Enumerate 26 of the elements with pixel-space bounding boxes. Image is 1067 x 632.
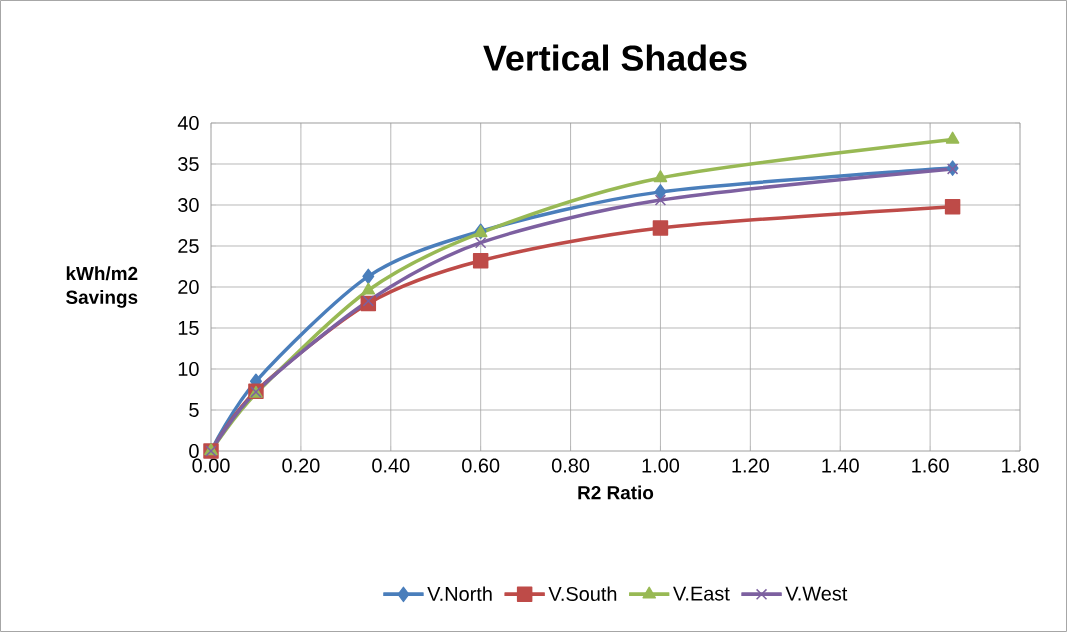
y-tick-label: 5 [189, 403, 199, 417]
legend-label: V.West [785, 586, 848, 601]
x-tick-label: 0.40 [372, 458, 410, 473]
x-axis-title: R2 Ratio [578, 485, 654, 500]
x-tick-label: 1.60 [912, 458, 949, 473]
x-tick-label: 1.40 [822, 458, 859, 473]
legend-label: V.East [673, 586, 730, 601]
y-tick-label: 15 [178, 321, 199, 335]
y-tick-label: 30 [178, 197, 199, 213]
legend-label: V.North [427, 586, 492, 602]
y-tick-label: 25 [178, 238, 199, 254]
y-tick-label: 35 [178, 156, 199, 172]
x-tick-label: 0.20 [282, 458, 320, 473]
x-tick-label: 0.80 [551, 458, 590, 473]
x-tick-label: 1.20 [732, 458, 769, 473]
y-axis-title: kWh/m2 Savings [66, 266, 138, 308]
y-tick-label: 0 [189, 443, 199, 459]
y-tick-label: 20 [178, 279, 199, 295]
legend-label: V.South [548, 586, 617, 602]
x-tick-label: 0.60 [462, 458, 500, 473]
y-tick-label: 40 [177, 115, 199, 131]
chart-title: Vertical Shades [483, 44, 747, 71]
x-tick-label: 1.00 [642, 458, 680, 473]
x-tick-label: 0.00 [192, 458, 230, 473]
x-tick-label: 1.80 [1002, 458, 1039, 473]
y-tick-label: 10 [178, 361, 199, 377]
